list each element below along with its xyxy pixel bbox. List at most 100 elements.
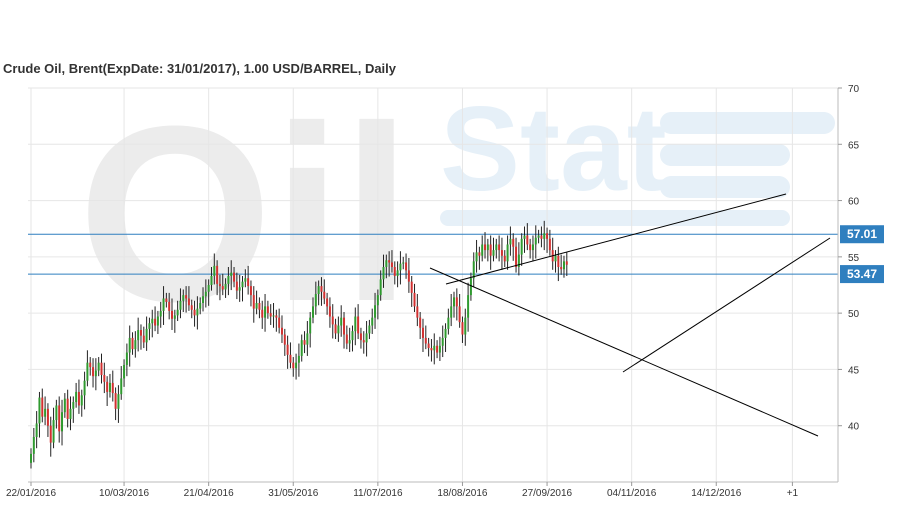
candle-body xyxy=(374,305,377,318)
candle-body xyxy=(58,405,61,432)
candle-body xyxy=(368,325,371,334)
candle-body xyxy=(450,306,453,318)
candle-body xyxy=(458,306,461,323)
candle-body xyxy=(478,252,481,256)
y-tick-label: 55 xyxy=(848,253,860,264)
candle-body xyxy=(44,408,47,417)
candle-body xyxy=(365,333,368,343)
x-tick-label: 10/03/2016 xyxy=(99,488,149,499)
candle-body xyxy=(376,295,379,306)
candle-body xyxy=(348,340,351,344)
candle-body xyxy=(142,335,145,343)
level-marker-box xyxy=(840,265,884,284)
y-tick-label: 40 xyxy=(848,422,860,433)
candle-body xyxy=(216,265,219,284)
candle-body xyxy=(371,317,374,326)
candle-body xyxy=(419,317,422,328)
candle-body xyxy=(517,254,520,267)
candle-body xyxy=(548,238,551,251)
candle-body xyxy=(314,294,317,307)
candle-body xyxy=(137,330,140,341)
candle-body xyxy=(357,316,360,334)
candle-body xyxy=(100,362,103,376)
candle-body xyxy=(546,233,549,239)
candle-body xyxy=(69,408,72,419)
candle-body xyxy=(123,364,126,379)
candle-body xyxy=(61,412,64,432)
candle-body xyxy=(402,262,405,264)
candle-body xyxy=(557,255,560,267)
candle-body xyxy=(264,306,267,318)
watermark-stripe xyxy=(440,210,790,226)
candle-body xyxy=(125,352,128,365)
level-marker-label: 57.01 xyxy=(847,227,877,241)
candle-body xyxy=(484,244,487,251)
y-tick-label: 65 xyxy=(848,140,860,151)
candle-body xyxy=(213,265,216,276)
candle-body xyxy=(560,266,563,270)
candle-body xyxy=(72,402,75,409)
candle-body xyxy=(261,309,264,318)
candle-body xyxy=(379,279,382,296)
candle-body xyxy=(241,281,244,288)
candle-body xyxy=(247,278,250,287)
candle-body xyxy=(233,272,236,282)
y-tick-label: 45 xyxy=(848,365,860,376)
candle-body xyxy=(168,301,171,311)
candle-body xyxy=(492,250,495,256)
candle-body xyxy=(131,337,134,350)
candle-body xyxy=(320,286,323,292)
candle-body xyxy=(309,317,312,334)
level-marker-label: 53.47 xyxy=(847,267,877,281)
candle-body xyxy=(227,275,230,284)
candle-body xyxy=(196,308,199,316)
candle-body xyxy=(306,333,309,345)
candle-body xyxy=(55,405,58,421)
candle-body xyxy=(523,235,526,239)
candle-body xyxy=(562,261,565,270)
candle-body xyxy=(292,362,295,369)
candle-body xyxy=(159,310,162,317)
candle-body xyxy=(162,298,165,311)
candle-body xyxy=(464,317,467,335)
horizontal-levels xyxy=(28,233,838,275)
candle-body xyxy=(433,345,436,351)
candle-body xyxy=(176,309,179,316)
candle-body xyxy=(190,305,193,310)
candle-body xyxy=(49,425,52,443)
candle-body xyxy=(388,260,391,263)
candle-body xyxy=(413,292,416,307)
candle-body xyxy=(238,287,241,291)
candle-body xyxy=(224,283,227,290)
candlestick-series xyxy=(30,220,568,469)
candle-body xyxy=(297,355,300,363)
candle-body xyxy=(86,362,89,381)
candle-body xyxy=(520,238,523,255)
candle-body xyxy=(453,297,455,307)
candle-body xyxy=(289,354,292,363)
candle-body xyxy=(221,286,224,290)
candle-body xyxy=(300,340,303,356)
candle-body xyxy=(410,281,413,293)
candle-body xyxy=(441,337,444,346)
candle-body xyxy=(249,286,252,296)
candle-body xyxy=(83,380,86,396)
x-tick-label: 18/08/2016 xyxy=(437,488,487,499)
candle-body xyxy=(156,316,159,326)
candle-body xyxy=(32,436,35,454)
candle-body xyxy=(467,295,470,318)
candle-body xyxy=(503,255,506,262)
candle-body xyxy=(171,310,173,319)
x-tick-label: 04/11/2016 xyxy=(607,488,657,499)
candle-body xyxy=(393,266,396,276)
candle-body xyxy=(30,453,32,463)
candle-body xyxy=(154,318,157,326)
candle-body xyxy=(509,238,512,245)
candle-body xyxy=(244,278,247,282)
trendlines xyxy=(429,193,831,437)
candle-body xyxy=(486,244,489,251)
candle-body xyxy=(207,285,210,292)
y-tick-label: 70 xyxy=(848,84,860,95)
candle-body xyxy=(543,233,546,239)
